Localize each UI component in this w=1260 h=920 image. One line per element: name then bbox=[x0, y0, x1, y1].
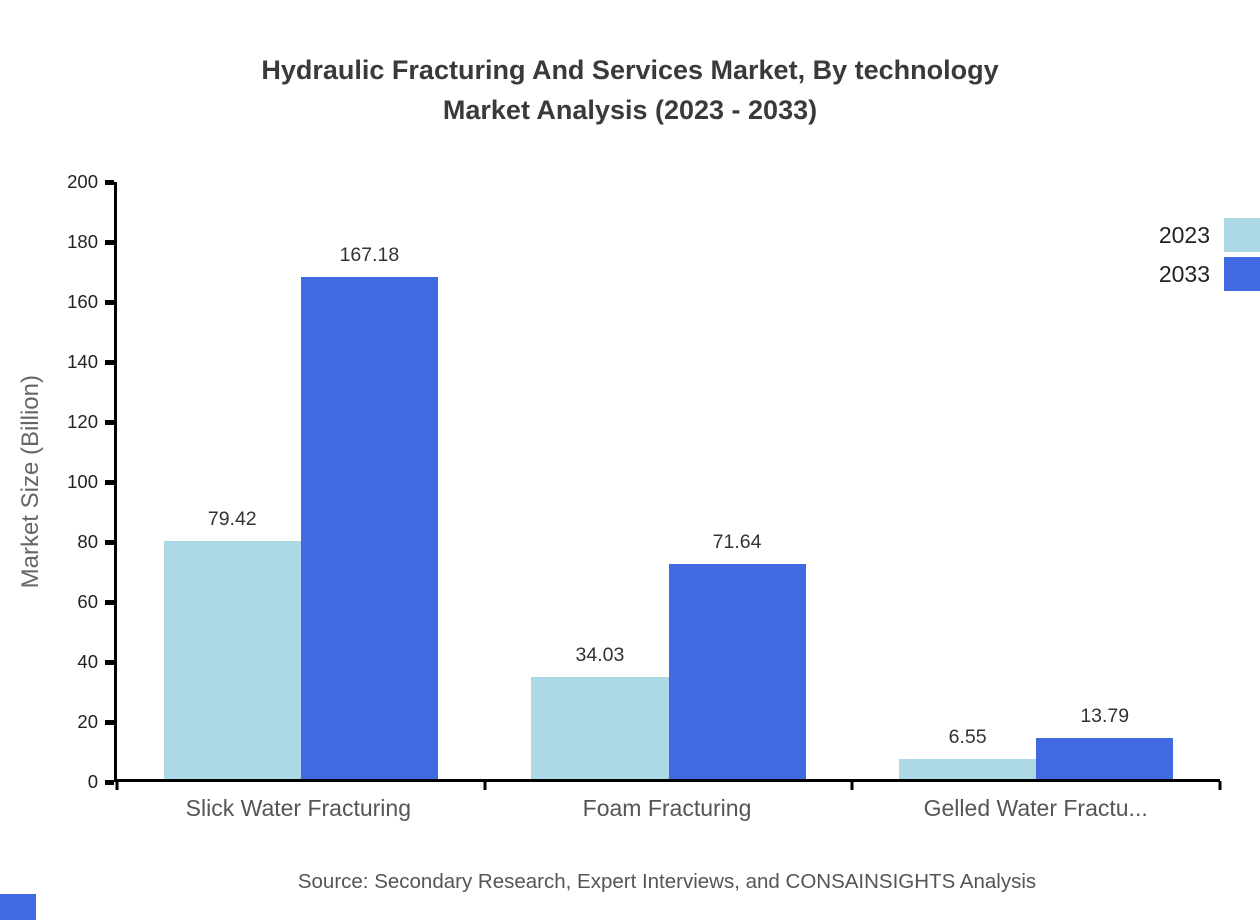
bar-value-label: 6.55 bbox=[948, 726, 987, 749]
bar-slot: 71.64 bbox=[668, 182, 806, 779]
y-tick: 200 bbox=[67, 171, 114, 193]
y-tick-mark bbox=[105, 539, 114, 545]
y-tick: 80 bbox=[77, 531, 114, 553]
y-tick-label: 60 bbox=[77, 591, 98, 612]
bar-slot: 13.79 bbox=[1036, 182, 1174, 779]
bar-2033[interactable] bbox=[668, 564, 806, 779]
plot-area: 79.42 167.18 34.03 71.64 6.55 13.79 bbox=[114, 182, 1222, 790]
y-axis-title-column: Market Size (Billion) bbox=[12, 182, 50, 782]
x-tick-mark bbox=[1218, 781, 1222, 790]
y-tick-mark bbox=[105, 179, 114, 185]
legend-swatch bbox=[1224, 218, 1260, 252]
x-tick-mark bbox=[483, 781, 487, 790]
y-tick-label: 160 bbox=[67, 291, 98, 312]
x-tick-mark bbox=[115, 781, 119, 790]
bar-2023[interactable] bbox=[163, 540, 301, 779]
y-tick-mark bbox=[105, 779, 114, 785]
bar-slot: 79.42 bbox=[163, 182, 301, 779]
y-tick-mark bbox=[105, 419, 114, 425]
legend-item-2023[interactable]: 2023 bbox=[1159, 218, 1260, 252]
bar-2023[interactable] bbox=[531, 676, 669, 779]
y-tick-mark bbox=[105, 299, 114, 305]
chart-title: Hydraulic Fracturing And Services Market… bbox=[261, 55, 999, 85]
source-note: Source: Secondary Research, Expert Inter… bbox=[297, 870, 1037, 893]
x-category-label: Slick Water Fracturing bbox=[185, 795, 412, 821]
bar-slot: 34.03 bbox=[531, 182, 669, 779]
y-tick-label: 140 bbox=[67, 351, 98, 372]
legend-swatch bbox=[1224, 257, 1260, 291]
legend: 2023 2033 bbox=[1159, 218, 1260, 291]
chart-area: Market Size (Billion) 0 20 40 60 80 100 120 140… bbox=[0, 171, 1260, 822]
bar-group: 34.03 71.64 bbox=[485, 182, 853, 779]
x-axis-labels: Slick Water Fracturing Foam Fracturing Gel… bbox=[114, 782, 1220, 822]
chart-subtitle: Market Analysis (2023 - 2033) bbox=[442, 95, 818, 125]
y-tick-label: 100 bbox=[67, 471, 98, 492]
title-block: Hydraulic Fracturing And Services Market… bbox=[0, 0, 1260, 130]
chart-row: Market Size (Billion) 0 20 40 60 80 100 120 140… bbox=[0, 171, 1222, 792]
bar-value-label: 71.64 bbox=[712, 531, 762, 554]
legend-item-2033[interactable]: 2033 bbox=[1159, 257, 1260, 291]
y-axis: 0 20 40 60 80 100 120 140 160 180 200 bbox=[50, 171, 114, 792]
x-category-label: Gelled Water Fractu... bbox=[923, 795, 1148, 821]
bar-group: 6.55 13.79 bbox=[852, 182, 1220, 779]
y-tick-label: 80 bbox=[77, 531, 98, 552]
y-tick: 100 bbox=[67, 471, 114, 493]
y-tick-label: 200 bbox=[67, 171, 98, 192]
bar-2033[interactable] bbox=[300, 277, 438, 779]
y-tick-mark bbox=[105, 479, 114, 485]
y-tick: 20 bbox=[77, 711, 114, 733]
y-tick-label: 40 bbox=[77, 651, 98, 672]
legend-label: 2023 bbox=[1158, 221, 1210, 248]
watermark-square bbox=[0, 894, 36, 920]
y-tick: 40 bbox=[77, 651, 114, 673]
bar-value-label: 79.42 bbox=[207, 507, 257, 530]
bar-slot: 6.55 bbox=[899, 182, 1037, 779]
bar-2033[interactable] bbox=[1036, 737, 1174, 779]
y-tick-mark bbox=[105, 359, 114, 365]
bar-slot: 167.18 bbox=[300, 182, 438, 779]
y-tick-mark bbox=[105, 659, 114, 665]
y-tick: 120 bbox=[67, 411, 114, 433]
y-tick: 0 bbox=[88, 771, 114, 793]
y-tick-mark bbox=[105, 239, 114, 245]
bar-value-label: 13.79 bbox=[1080, 704, 1130, 727]
legend-label: 2033 bbox=[1158, 260, 1210, 287]
bar-group: 79.42 167.18 bbox=[117, 182, 485, 779]
y-tick: 60 bbox=[77, 591, 114, 613]
y-tick-label: 180 bbox=[67, 231, 98, 252]
y-tick-label: 0 bbox=[87, 771, 98, 792]
y-tick-mark bbox=[105, 599, 114, 605]
y-tick-label: 120 bbox=[67, 411, 98, 432]
bar-value-label: 167.18 bbox=[339, 244, 400, 267]
x-category-label: Foam Fracturing bbox=[582, 795, 752, 821]
y-tick-label: 20 bbox=[77, 711, 98, 732]
y-tick: 160 bbox=[67, 291, 114, 313]
x-tick-mark bbox=[850, 781, 854, 790]
y-axis-title: Market Size (Billion) bbox=[17, 375, 44, 589]
bar-2023[interactable] bbox=[899, 759, 1037, 779]
y-tick-mark bbox=[105, 719, 114, 725]
y-tick: 180 bbox=[67, 231, 114, 253]
bar-value-label: 34.03 bbox=[575, 643, 625, 666]
y-tick: 140 bbox=[67, 351, 114, 373]
